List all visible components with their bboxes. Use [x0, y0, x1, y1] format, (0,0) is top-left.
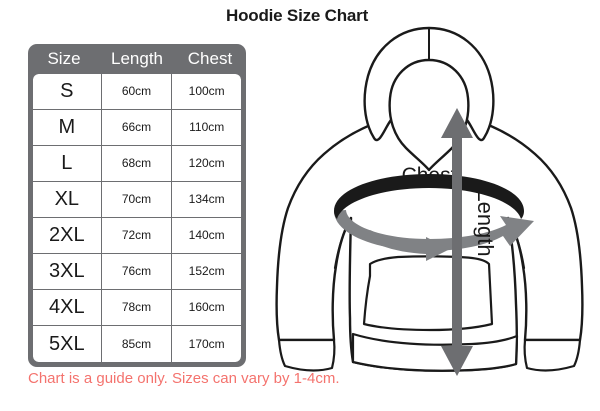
cell-chest: 100cm	[172, 74, 241, 109]
cell-chest: 140cm	[172, 218, 241, 253]
table-row: 5XL 85cm 170cm	[33, 326, 241, 362]
cell-size: 2XL	[33, 218, 101, 253]
table-row: 3XL 76cm 152cm	[33, 254, 241, 290]
cell-chest: 160cm	[172, 290, 241, 325]
table-row: L 68cm 120cm	[33, 146, 241, 182]
chest-label: Chest	[402, 164, 457, 187]
cell-chest: 134cm	[172, 182, 241, 217]
cell-size: 4XL	[33, 290, 101, 325]
hoodie-diagram: Chest Length	[258, 18, 600, 378]
table-header-row: Size Length Chest	[28, 44, 246, 74]
table-row: 4XL 78cm 160cm	[33, 290, 241, 326]
column-header-size: Size	[47, 49, 81, 68]
cell-length: 70cm	[102, 182, 171, 217]
length-label: Length	[473, 189, 498, 256]
hood-outline	[363, 26, 495, 172]
table-row: M 66cm 110cm	[33, 110, 241, 146]
cell-size: L	[33, 146, 101, 181]
cell-chest: 110cm	[172, 110, 241, 145]
chest-measure-loop	[334, 174, 534, 261]
cell-size: 5XL	[33, 326, 101, 362]
cell-size: S	[33, 74, 101, 109]
page-title: Hoodie Size Chart	[226, 6, 369, 25]
table-row: 2XL 72cm 140cm	[33, 218, 241, 254]
cell-size: 3XL	[33, 254, 101, 289]
column-header-chest: Chest	[187, 49, 233, 68]
cell-length: 68cm	[102, 146, 171, 181]
cell-length: 60cm	[102, 74, 171, 109]
table-row: XL 70cm 134cm	[33, 182, 241, 218]
length-measure-arrow	[441, 108, 473, 376]
cell-size: M	[33, 110, 101, 145]
cell-length: 78cm	[102, 290, 171, 325]
table-row: S 60cm 100cm	[33, 74, 241, 110]
cell-length: 85cm	[102, 326, 171, 362]
size-table: Size Length Chest S 60cm 100cm M 66cm 11…	[28, 44, 246, 367]
cell-length: 76cm	[102, 254, 171, 289]
cell-chest: 152cm	[172, 254, 241, 289]
cell-size: XL	[33, 182, 101, 217]
table-body: S 60cm 100cm M 66cm 110cm L 68cm 120cm X…	[33, 74, 241, 362]
cell-chest: 170cm	[172, 326, 241, 362]
cell-length: 72cm	[102, 218, 171, 253]
cell-length: 66cm	[102, 110, 171, 145]
column-header-length: Length	[111, 49, 163, 68]
cell-chest: 120cm	[172, 146, 241, 181]
footer-note: Chart is a guide only. Sizes can vary by…	[28, 370, 340, 387]
